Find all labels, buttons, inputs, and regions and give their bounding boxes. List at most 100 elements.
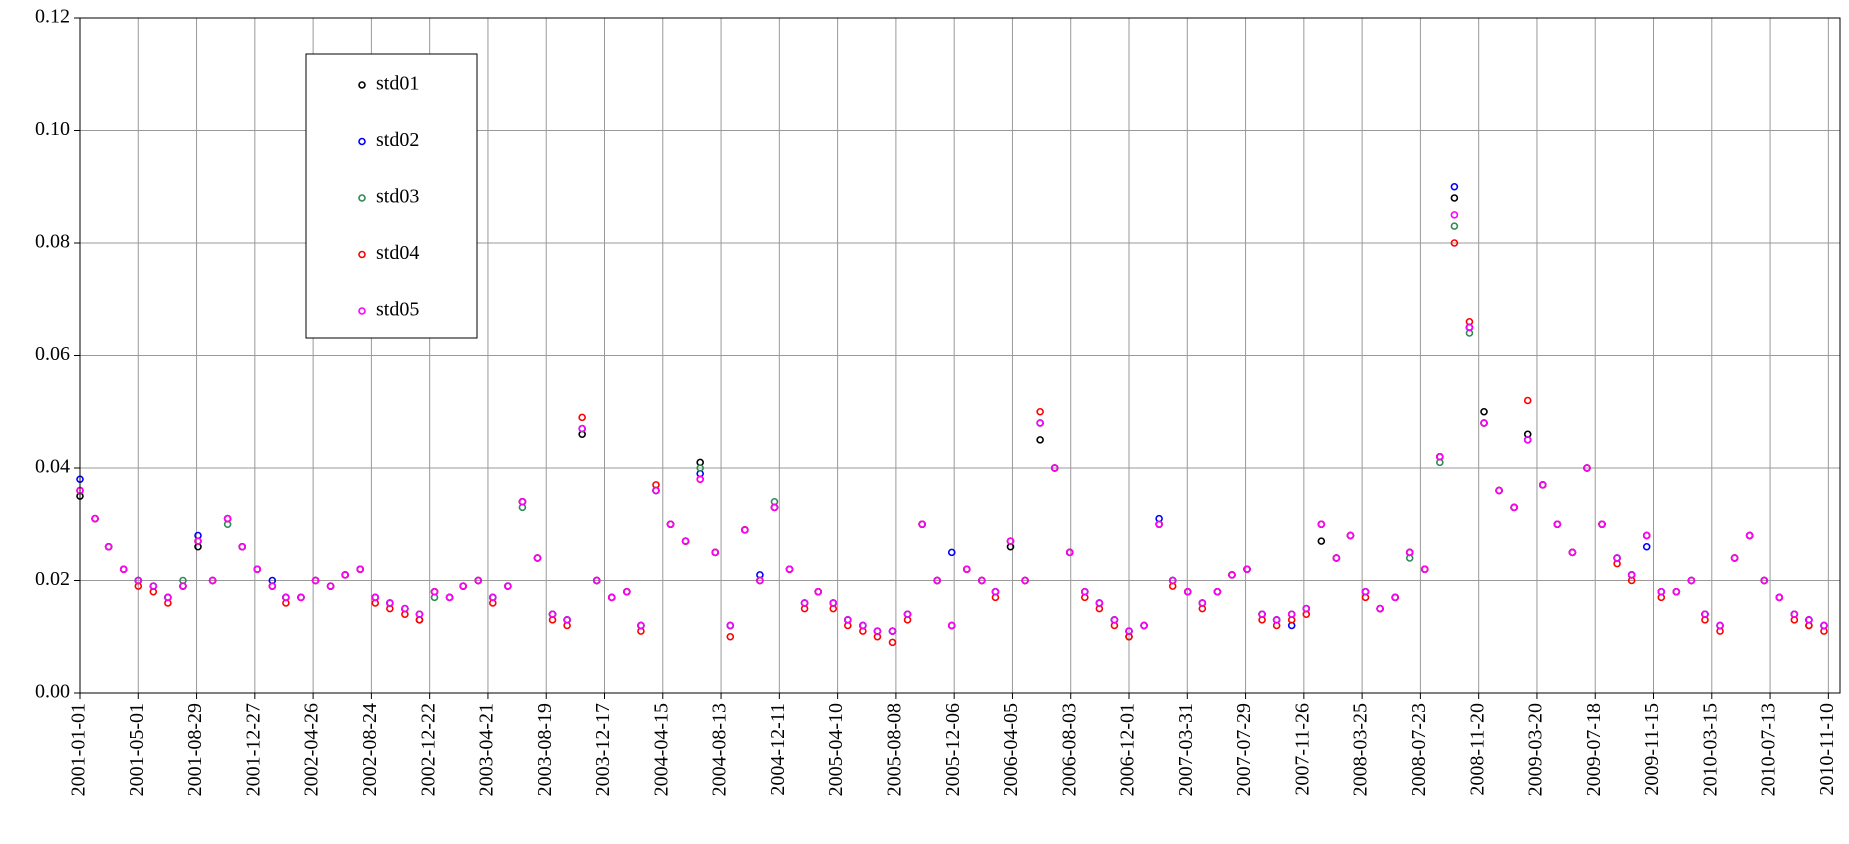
- y-tick-label: 0.08: [35, 231, 70, 253]
- point: [1598, 520, 1606, 529]
- y-tick-label: 0.04: [35, 456, 70, 478]
- x-tick-label: 2007-03-31: [1175, 703, 1197, 796]
- point: [1168, 576, 1177, 585]
- point: [1465, 323, 1474, 332]
- point: [1317, 537, 1326, 545]
- point: [1258, 610, 1266, 619]
- point: [578, 413, 586, 422]
- point: [1805, 616, 1813, 624]
- point: [681, 537, 690, 545]
- point: [430, 587, 439, 596]
- point: [1228, 571, 1236, 579]
- point: [888, 638, 897, 647]
- point: [711, 548, 720, 557]
- legend-label: std02: [376, 129, 419, 151]
- point: [1553, 520, 1562, 529]
- point: [548, 610, 557, 619]
- point: [1672, 587, 1681, 596]
- point: [1436, 452, 1444, 461]
- legend-marker: [358, 307, 366, 315]
- point: [814, 587, 822, 596]
- point: [800, 599, 809, 607]
- point: [1302, 604, 1311, 613]
- point: [756, 576, 764, 585]
- point: [947, 621, 956, 630]
- y-tick-label: 0.00: [35, 681, 70, 703]
- point: [652, 486, 660, 495]
- point: [1480, 407, 1488, 416]
- point: [1450, 211, 1459, 219]
- point: [1420, 565, 1429, 574]
- x-tick-label: 2006-12-01: [1117, 703, 1139, 796]
- point: [104, 542, 113, 551]
- x-tick-label: 2003-04-21: [476, 703, 498, 796]
- point: [1523, 396, 1532, 405]
- point: [1021, 576, 1029, 585]
- point: [356, 565, 365, 574]
- x-tick-label: 2007-07-29: [1233, 703, 1255, 796]
- point: [978, 576, 986, 585]
- point: [1642, 542, 1651, 551]
- point: [223, 514, 232, 523]
- point: [297, 593, 305, 602]
- point: [268, 582, 277, 590]
- point: [1730, 554, 1739, 562]
- point: [1036, 407, 1044, 416]
- point: [1198, 599, 1207, 607]
- point: [253, 565, 262, 574]
- y-tick-label: 0.10: [35, 118, 70, 140]
- point: [1687, 576, 1696, 585]
- x-tick-label: 2009-07-18: [1583, 703, 1605, 796]
- x-tick-label: 2006-04-05: [1000, 703, 1022, 796]
- x-tick-label: 2005-12-06: [942, 703, 964, 796]
- point: [459, 582, 467, 590]
- point: [1081, 587, 1089, 596]
- point: [1332, 554, 1341, 562]
- x-tick-label: 2003-12-17: [592, 703, 614, 796]
- point: [696, 475, 704, 484]
- point: [1376, 604, 1384, 613]
- point: [208, 576, 217, 585]
- point: [1450, 182, 1459, 191]
- point: [592, 576, 601, 585]
- points: [76, 182, 1828, 647]
- point: [1523, 436, 1532, 444]
- point: [489, 593, 497, 602]
- x-tick-label: 2008-07-23: [1408, 703, 1430, 796]
- point: [918, 520, 926, 529]
- axes: 0.00 0.02 0.04 0.06 0.08 0.10 0.12 2001-01-01 20…: [35, 6, 1838, 797]
- point: [1065, 548, 1074, 557]
- point: [1036, 436, 1044, 444]
- point: [666, 520, 675, 529]
- legend-marker: [358, 194, 366, 202]
- point: [282, 593, 290, 602]
- point: [607, 593, 616, 602]
- x-tick-label: 2002-04-26: [301, 703, 323, 796]
- point: [1510, 503, 1518, 512]
- y-tick-label: 0.06: [35, 343, 70, 365]
- point: [1480, 419, 1488, 427]
- x-tick-label: 2002-08-24: [359, 703, 381, 796]
- x-tick-label: 2008-11-20: [1466, 703, 1488, 796]
- x-tick-label: 2009-03-20: [1525, 703, 1547, 796]
- point: [933, 576, 941, 585]
- point: [947, 548, 956, 557]
- point: [785, 565, 794, 574]
- point: [1405, 548, 1414, 557]
- point: [1391, 593, 1399, 602]
- point: [1775, 593, 1784, 602]
- x-tick-label: 2009-11-15: [1641, 703, 1663, 796]
- point: [238, 542, 247, 551]
- point: [326, 582, 335, 590]
- legend-label: std05: [376, 299, 419, 321]
- point: [637, 621, 645, 630]
- point: [533, 554, 542, 562]
- point: [91, 514, 99, 523]
- y-tick-label: 0.02: [35, 568, 70, 590]
- point: [371, 593, 380, 602]
- point: [1125, 627, 1133, 635]
- point: [1716, 621, 1724, 630]
- point: [149, 582, 158, 590]
- legend-label: std03: [376, 186, 419, 208]
- point: [1613, 554, 1621, 562]
